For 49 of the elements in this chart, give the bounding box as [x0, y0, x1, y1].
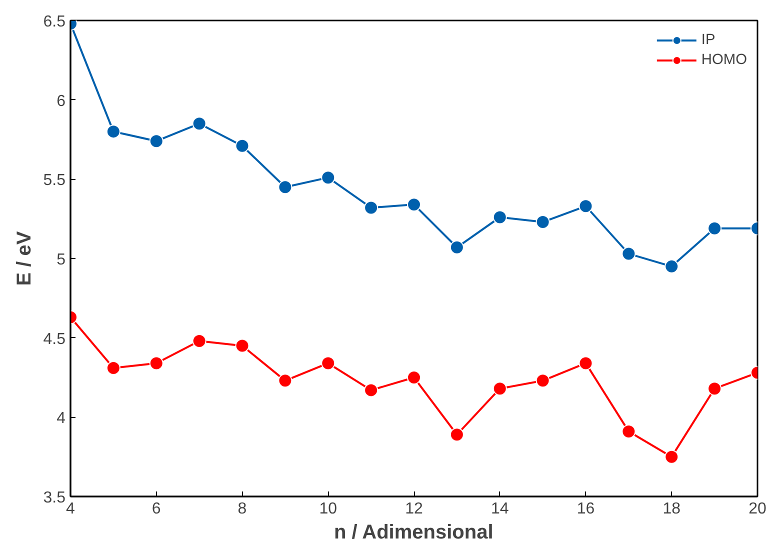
point: [708, 382, 722, 396]
x-tick-label: 18: [662, 500, 681, 518]
point: [192, 334, 206, 348]
point: [492, 382, 507, 396]
point: [149, 356, 164, 370]
point: [536, 215, 550, 229]
point: [321, 356, 336, 370]
y-tick-label: 3.5: [43, 490, 66, 506]
point: [407, 198, 421, 212]
legend-label: IP: [701, 32, 716, 48]
point: [450, 240, 464, 254]
point: [235, 138, 250, 153]
y-tick-label: 6: [56, 92, 66, 110]
point: [364, 200, 378, 215]
point: [192, 116, 206, 131]
point: [578, 356, 593, 370]
legend-label: HOMO: [701, 52, 747, 68]
point: [235, 338, 250, 353]
y-tick-label: 4: [56, 410, 66, 428]
point: [278, 374, 292, 388]
point: [622, 424, 636, 438]
y-tick-label: 6.5: [43, 14, 66, 30]
point: [149, 134, 164, 148]
y-axis-title: E / eV: [13, 230, 36, 286]
point: [664, 450, 679, 464]
point: [106, 124, 120, 139]
x-tick-label: 6: [152, 500, 161, 518]
x-tick-label: 8: [238, 500, 247, 518]
point: [664, 259, 679, 274]
x-tick-label: 16: [576, 500, 595, 518]
point: [622, 246, 636, 261]
x-axis-title: n / Adimensional: [334, 522, 494, 544]
point: [106, 360, 120, 375]
point: [536, 374, 550, 388]
x-tick-label: 12: [405, 500, 423, 518]
point: [364, 383, 378, 398]
y-tick-label: 5: [56, 252, 66, 268]
x-tick-label: 20: [748, 500, 766, 518]
point: [407, 370, 421, 384]
point: [278, 180, 292, 194]
point: [321, 170, 336, 185]
point: [492, 210, 507, 224]
x-tick-label: 14: [490, 500, 509, 518]
y-tick-label: 5.5: [43, 172, 66, 190]
point: [578, 199, 593, 214]
point: [450, 428, 464, 442]
x-tick-label: 10: [319, 500, 338, 518]
point: [708, 221, 722, 236]
y-tick-label: 4.5: [43, 330, 66, 348]
